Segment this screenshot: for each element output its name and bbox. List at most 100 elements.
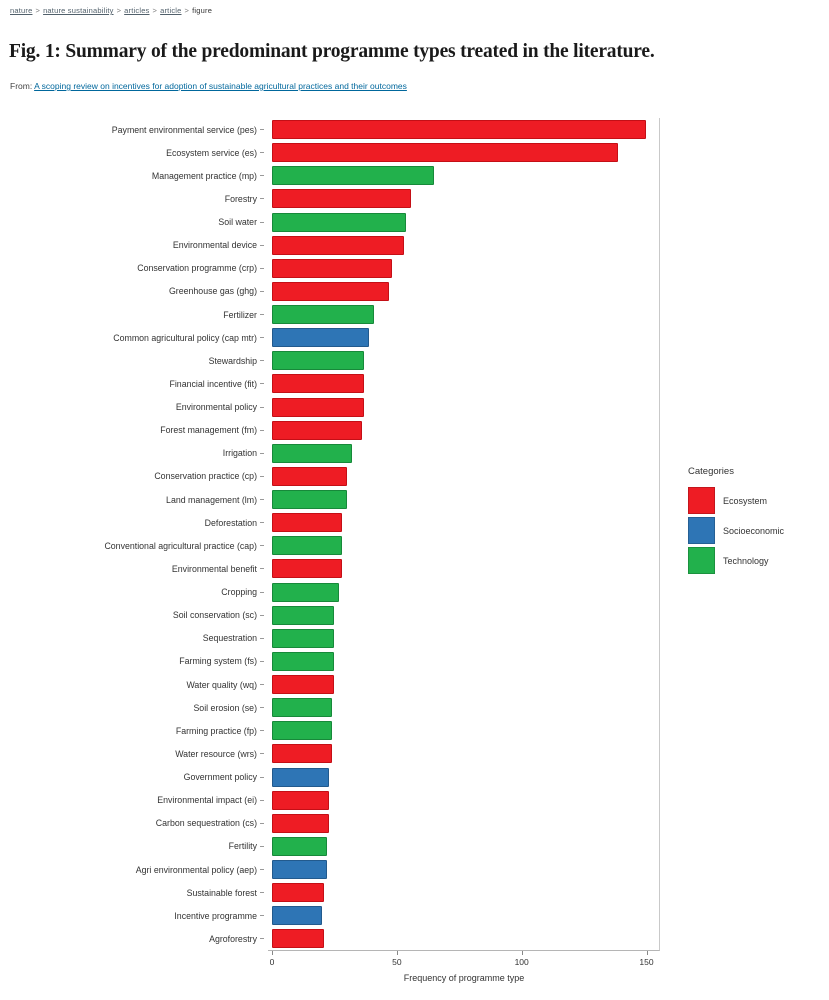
y-tick-mark — [260, 591, 264, 593]
x-tick-label: 150 — [639, 957, 654, 967]
figure-title: Fig. 1: Summary of the predominant progr… — [9, 41, 655, 62]
legend-item-ecosystem: Ecosystem — [688, 487, 784, 514]
chart-legend: Categories Ecosystem Socioeconomic Techn… — [688, 466, 784, 577]
bar-ecosystem — [272, 466, 347, 486]
bar-ecosystem — [272, 929, 325, 949]
y-tick-mark — [260, 637, 264, 639]
breadcrumb-separator: > — [184, 6, 190, 15]
y-tick-mark — [260, 129, 264, 131]
y-axis-label: Land management (lm) — [0, 488, 264, 511]
x-tick-mark — [396, 951, 398, 955]
y-tick-mark — [260, 776, 264, 778]
bar-technology — [272, 490, 347, 509]
y-tick-mark — [260, 545, 264, 547]
y-axis-label: Cropping — [0, 581, 264, 604]
bar-ecosystem — [272, 258, 392, 278]
bar-ecosystem — [272, 235, 404, 255]
y-tick-mark — [260, 614, 264, 616]
y-axis-label: Carbon sequestration (cs) — [0, 812, 264, 835]
from-label: From: — [10, 81, 33, 91]
breadcrumb-separator: > — [116, 6, 122, 15]
bar-technology — [272, 212, 407, 232]
legend-label: Ecosystem — [723, 495, 768, 506]
y-tick-mark — [260, 707, 264, 709]
y-tick-mark — [260, 730, 264, 732]
y-axis-label: Soil erosion (se) — [0, 696, 264, 719]
y-tick-mark — [260, 290, 264, 292]
x-tick-mark — [646, 951, 648, 955]
y-tick-mark — [260, 915, 264, 917]
bar-ecosystem — [272, 397, 365, 417]
bar-socioeconomic — [272, 860, 327, 879]
bar-technology — [272, 651, 335, 671]
y-axis-label: Incentive programme — [0, 904, 264, 927]
y-axis-label: Water quality (wq) — [0, 673, 264, 696]
bar-technology — [272, 582, 340, 602]
breadcrumb-link-article[interactable]: article — [160, 6, 182, 15]
y-axis-label: Conservation practice (cp) — [0, 465, 264, 488]
y-tick-mark — [260, 753, 264, 755]
bar-ecosystem — [272, 790, 330, 810]
y-axis-label: Forest management (fm) — [0, 419, 264, 442]
y-axis-label: Management practice (mp) — [0, 164, 264, 187]
ecosystem-color-swatch — [688, 487, 715, 514]
y-axis-label: Environmental device — [0, 234, 264, 257]
bar-technology — [272, 536, 342, 556]
bar-socioeconomic — [272, 906, 322, 926]
bar-ecosystem — [272, 559, 342, 579]
socioeconomic-color-swatch — [688, 517, 715, 544]
bar-ecosystem — [272, 120, 646, 139]
y-axis-label: Common agricultural policy (cap mtr) — [0, 326, 264, 349]
y-axis-label: Agroforestry — [0, 927, 264, 950]
y-tick-mark — [260, 938, 264, 940]
y-axis-label: Conventional agricultural practice (cap) — [0, 534, 264, 557]
x-axis-title: Frequency of programme type — [403, 973, 525, 983]
figure-source-line: From: A scoping review on incentives for… — [10, 81, 407, 91]
legend-label: Socioeconomic — [723, 525, 785, 536]
y-tick-mark — [260, 198, 264, 200]
bar-ecosystem — [272, 883, 325, 903]
y-axis-label: Sequestration — [0, 627, 264, 650]
y-axis-label: Farming system (fs) — [0, 650, 264, 673]
y-axis-label: Financial incentive (fit) — [0, 372, 264, 395]
bar-technology — [272, 605, 335, 625]
y-tick-mark — [260, 221, 264, 223]
x-tick-label: 0 — [269, 957, 275, 967]
source-article-link[interactable]: A scoping review on incentives for adopt… — [34, 81, 407, 91]
y-axis-label: Greenhouse gas (ghg) — [0, 280, 264, 303]
y-axis-label: Forestry — [0, 187, 264, 210]
breadcrumb-link-nature-sustainability[interactable]: nature sustainability — [43, 6, 114, 15]
y-axis-label: Soil water — [0, 211, 264, 234]
y-tick-mark — [260, 499, 264, 501]
bar-technology — [272, 443, 352, 463]
y-axis-label: Environmental impact (ei) — [0, 789, 264, 812]
bar-ecosystem — [272, 513, 342, 533]
y-tick-mark — [260, 267, 264, 269]
y-axis-label: Fertility — [0, 835, 264, 858]
y-tick-mark — [260, 175, 264, 177]
legend-label: Technology — [723, 555, 769, 566]
x-tick-mark — [521, 951, 523, 955]
y-axis-label: Stewardship — [0, 349, 264, 372]
y-axis-label: Government policy — [0, 766, 264, 789]
bar-technology — [272, 305, 375, 324]
y-tick-mark — [260, 452, 264, 454]
breadcrumb-link-nature[interactable]: nature — [10, 6, 33, 15]
y-tick-mark — [260, 822, 264, 824]
bar-ecosystem — [272, 813, 330, 833]
bar-technology — [272, 836, 327, 856]
y-axis-label: Sustainable forest — [0, 881, 264, 904]
bar-technology — [272, 166, 434, 186]
y-tick-mark — [260, 568, 264, 570]
y-axis-label: Soil conservation (sc) — [0, 604, 264, 627]
y-tick-mark — [260, 892, 264, 894]
technology-color-swatch — [688, 547, 715, 574]
bar-technology — [272, 721, 332, 741]
x-tick-label: 100 — [514, 957, 529, 967]
y-tick-mark — [260, 429, 264, 431]
y-tick-mark — [260, 869, 264, 871]
breadcrumb-link-articles[interactable]: articles — [124, 6, 150, 15]
bar-technology — [272, 628, 335, 648]
y-tick-mark — [260, 244, 264, 246]
y-tick-mark — [260, 337, 264, 339]
